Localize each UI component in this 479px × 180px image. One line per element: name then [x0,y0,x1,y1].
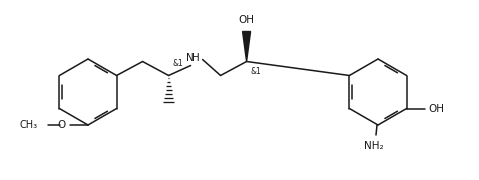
Polygon shape [242,31,251,62]
Text: CH₃: CH₃ [20,120,38,130]
Text: &1: &1 [251,66,262,75]
Text: &1: &1 [172,58,183,68]
Text: OH: OH [239,15,254,24]
Text: N: N [186,53,194,62]
Text: NH₂: NH₂ [364,141,384,151]
Text: OH: OH [429,103,445,114]
Text: O: O [58,120,66,130]
Text: H: H [192,53,199,62]
